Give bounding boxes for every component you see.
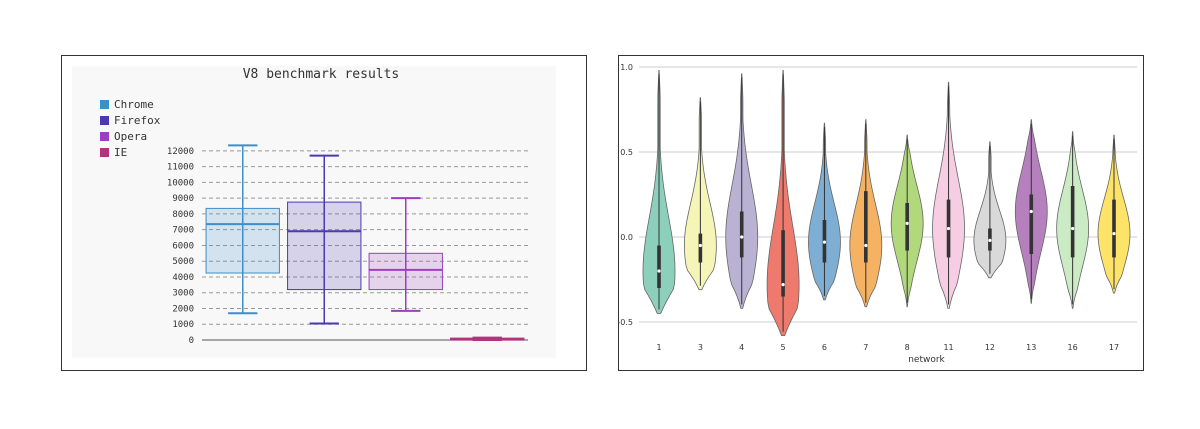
box-ie [450,336,525,341]
violin-iqr [739,211,744,258]
box-iqr [287,201,362,291]
box-opera [368,197,443,312]
violin-median [822,240,827,244]
box-y-tick-label: 8000 [172,210,194,220]
violin-iqr [657,245,661,288]
violin-x-tick-label: 8 [905,343,910,352]
violin-y-tick-label: 1.0 [620,63,633,72]
box-y-tick-label: 3000 [172,289,194,299]
legend-label: Firefox [114,114,161,127]
legend-label: Chrome [114,98,154,111]
box-y-tick-label: 4000 [172,273,194,283]
violin-12 [973,141,1007,279]
violin-x-tick-label: 12 [985,343,995,352]
box-y-tick-label: 12000 [167,147,194,157]
violin-x-tick-label: 11 [943,343,953,352]
box-y-tick-label: 0 [189,336,194,346]
violin-median [657,269,661,273]
legend-swatch [100,116,109,125]
violin-11 [932,81,965,309]
violin-y-tick-label: -0.5 [619,318,633,327]
violin-x-tick-label: 4 [739,343,744,352]
violin-8 [890,134,924,308]
violin-median [946,226,951,231]
violin-7 [849,119,883,308]
violin-median [1112,232,1116,236]
legend-swatch [100,132,109,141]
box-y-tick-label: 11000 [167,163,194,173]
violin-x-tick-label: 17 [1109,343,1119,352]
legend-label: IE [114,146,127,159]
violin-median [905,221,909,225]
violin-median [988,238,992,242]
violin-iqr [1112,199,1116,258]
violin-x-tick-label: 16 [1068,343,1078,352]
violin-median [864,243,868,248]
violin-x-tick-label: 1 [656,343,661,352]
violin-y-tick-label: 0.5 [620,148,633,157]
box-plot-background [72,66,556,358]
violin-6 [808,122,841,301]
box-chart-title: V8 benchmark results [243,67,400,82]
violin-median [1071,226,1075,231]
violin-5 [766,70,800,336]
box-iqr [205,207,280,274]
violin-median [698,243,702,248]
box-y-tick-label: 5000 [172,257,194,267]
box-chart: V8 benchmark results 0 1000 2000 3000 4000 500… [72,66,556,358]
violin-iqr [781,230,785,297]
legend-swatch [100,100,109,109]
violin-median [781,283,785,287]
box-y-tick-label: 7000 [172,226,194,236]
violin-16 [1056,131,1090,309]
violin-17 [1097,134,1131,294]
box-chart-panel: V8 benchmark results 0 1000 2000 3000 4000 500… [61,55,587,371]
violin-1 [642,70,676,314]
box-firefox [287,154,362,325]
box-y-tick-label: 6000 [172,241,194,251]
violin-x-axis-label: network [908,355,945,365]
violin-iqr [1029,194,1034,254]
violin-iqr [905,203,909,251]
violin-y-tick-label: 0.0 [620,233,633,242]
violin-median [740,235,744,239]
violin-x-tick-label: 5 [781,343,786,352]
violin-x-tick-label: 6 [822,343,827,352]
box-y-tick-label: 9000 [172,194,194,204]
violin-median [1029,209,1033,214]
box-iqr [368,252,443,291]
violin-x-tick-label: 3 [698,343,703,352]
violin-3 [683,97,717,291]
violin-iqr [698,233,703,263]
box-chrome [205,144,280,315]
box-y-tick-label: 2000 [172,304,194,314]
legend-label: Opera [114,130,147,143]
box-y-tick-label: 1000 [172,320,194,330]
violin-iqr [864,191,868,263]
violin-x-tick-label: 7 [863,343,868,352]
violin-13 [1014,119,1048,304]
box-y-tick-label: 10000 [167,178,194,188]
violin-4 [725,73,759,309]
violin-x-tick-label: 13 [1026,343,1036,352]
violin-iqr [1070,186,1075,258]
legend-swatch [100,148,109,157]
